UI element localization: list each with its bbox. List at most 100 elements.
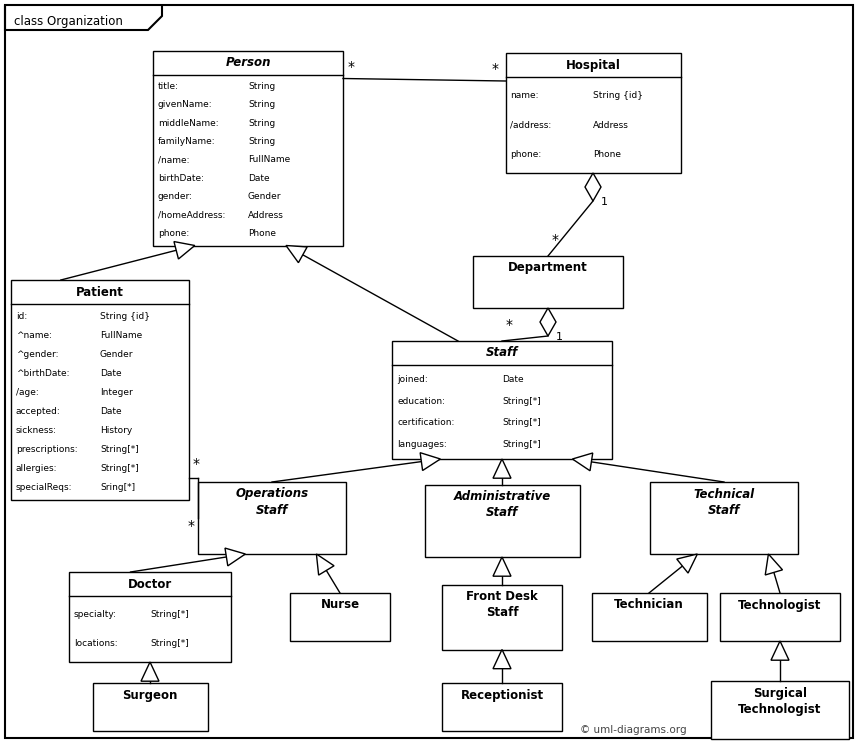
Text: Nurse: Nurse (321, 598, 359, 612)
Bar (506, 53, 680, 173)
Text: *: * (193, 457, 200, 471)
Bar (473, 256, 623, 308)
Text: String: String (248, 82, 275, 91)
Text: /homeAddress:: /homeAddress: (158, 211, 225, 220)
Text: String[*]: String[*] (100, 464, 138, 473)
Bar (442, 683, 562, 731)
Text: String: String (248, 137, 275, 146)
Text: Patient: Patient (76, 285, 124, 299)
Text: History: History (100, 426, 132, 435)
Text: 1: 1 (556, 332, 563, 342)
Text: prescriptions:: prescriptions: (16, 445, 77, 454)
Text: FullName: FullName (248, 155, 291, 164)
Text: Doctor: Doctor (128, 577, 172, 590)
Polygon shape (540, 308, 556, 336)
Text: givenName:: givenName: (158, 100, 212, 109)
Text: ^gender:: ^gender: (16, 350, 58, 359)
Text: *: * (188, 519, 195, 533)
Text: © uml-diagrams.org: © uml-diagrams.org (580, 725, 686, 735)
Polygon shape (141, 662, 159, 681)
Bar (11, 280, 189, 500)
Polygon shape (493, 459, 511, 478)
Text: Administrative
Staff: Administrative Staff (453, 491, 550, 519)
Text: Operations
Staff: Operations Staff (236, 488, 309, 516)
Text: String[*]: String[*] (502, 397, 541, 406)
Bar (290, 593, 390, 641)
Text: Surgical
Technologist: Surgical Technologist (739, 686, 821, 716)
Polygon shape (765, 554, 783, 575)
Text: String: String (248, 100, 275, 109)
Text: *: * (506, 318, 513, 332)
Bar (592, 593, 707, 641)
Bar (153, 51, 343, 246)
Text: Receptionist: Receptionist (460, 689, 544, 701)
Text: title:: title: (158, 82, 179, 91)
Text: Technical
Staff: Technical Staff (693, 488, 754, 516)
Text: Date: Date (100, 369, 121, 378)
Text: Staff: Staff (486, 347, 518, 359)
Text: education:: education: (397, 397, 445, 406)
Text: Phone: Phone (593, 149, 621, 158)
Text: Phone: Phone (248, 229, 276, 238)
Text: /age:: /age: (16, 388, 39, 397)
Text: *: * (552, 233, 559, 247)
Text: Department: Department (508, 261, 588, 274)
Polygon shape (286, 246, 307, 263)
Text: ^name:: ^name: (16, 331, 52, 340)
Text: sickness:: sickness: (16, 426, 57, 435)
Polygon shape (493, 557, 511, 576)
Text: middleName:: middleName: (158, 119, 218, 128)
Text: certification:: certification: (397, 418, 454, 427)
Text: languages:: languages: (397, 440, 446, 449)
Text: familyName:: familyName: (158, 137, 216, 146)
Text: ^birthDate:: ^birthDate: (16, 369, 70, 378)
Text: Hospital: Hospital (566, 58, 620, 72)
Polygon shape (493, 649, 511, 669)
Polygon shape (585, 173, 601, 201)
Text: String[*]: String[*] (502, 440, 541, 449)
Text: Date: Date (100, 407, 121, 416)
Text: id:: id: (16, 311, 28, 321)
Polygon shape (421, 453, 440, 471)
Text: Integer: Integer (100, 388, 132, 397)
Text: *: * (492, 62, 499, 76)
Text: Date: Date (502, 375, 524, 384)
Polygon shape (573, 453, 593, 471)
Text: String[*]: String[*] (150, 610, 188, 619)
Text: Front Desk
Staff: Front Desk Staff (466, 590, 538, 619)
Bar (69, 572, 231, 662)
Text: Sring[*]: Sring[*] (100, 483, 135, 492)
Text: /address:: /address: (511, 120, 552, 129)
Text: specialty:: specialty: (74, 610, 117, 619)
Bar (425, 485, 580, 557)
Text: String[*]: String[*] (150, 639, 188, 648)
Text: String: String (248, 119, 275, 128)
Text: String[*]: String[*] (502, 418, 541, 427)
Polygon shape (316, 554, 334, 575)
Text: Technician: Technician (614, 598, 684, 612)
Text: phone:: phone: (158, 229, 189, 238)
Text: phone:: phone: (511, 149, 542, 158)
Text: String {id}: String {id} (100, 311, 150, 321)
Polygon shape (174, 241, 195, 259)
Text: allergies:: allergies: (16, 464, 58, 473)
Bar (720, 593, 840, 641)
Bar (442, 584, 562, 649)
Text: locations:: locations: (74, 639, 118, 648)
Text: FullName: FullName (100, 331, 142, 340)
Text: accepted:: accepted: (16, 407, 61, 416)
Text: joined:: joined: (397, 375, 427, 384)
Text: gender:: gender: (158, 192, 193, 201)
Text: specialReqs:: specialReqs: (16, 483, 72, 492)
Text: Address: Address (248, 211, 284, 220)
Bar (650, 482, 798, 554)
Text: 1: 1 (601, 197, 608, 207)
Text: String[*]: String[*] (100, 445, 138, 454)
Text: name:: name: (511, 91, 539, 100)
Text: Gender: Gender (100, 350, 133, 359)
Text: Surgeon: Surgeon (122, 689, 178, 701)
Text: Address: Address (593, 120, 629, 129)
Bar (711, 681, 849, 739)
Text: Technologist: Technologist (739, 598, 821, 612)
Polygon shape (677, 554, 697, 573)
